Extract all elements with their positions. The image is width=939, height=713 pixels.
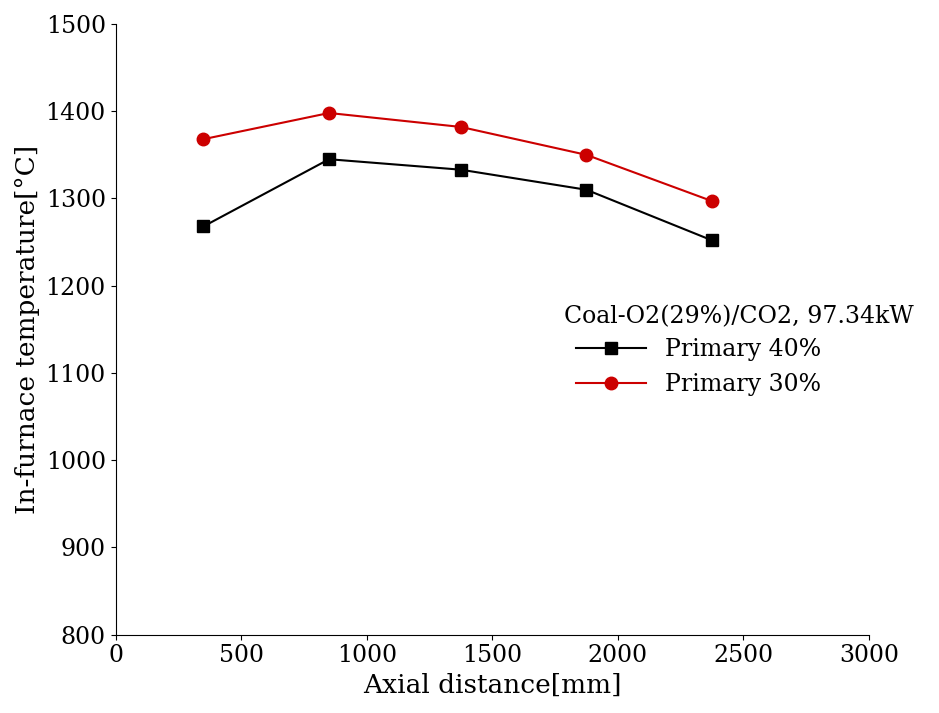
Primary 30%: [581, 150, 593, 159]
Primary 30%: [198, 135, 209, 143]
Primary 30%: [455, 123, 467, 131]
Primary 40%: [323, 155, 334, 163]
Primary 40%: [455, 165, 467, 174]
Legend: Primary 40%, Primary 30%: Primary 40%, Primary 30%: [576, 338, 822, 396]
Text: Coal-O2(29%)/CO2, 97.34kW: Coal-O2(29%)/CO2, 97.34kW: [563, 305, 914, 328]
Line: Primary 30%: Primary 30%: [197, 107, 718, 207]
Primary 40%: [198, 222, 209, 231]
Primary 40%: [581, 185, 593, 194]
Primary 30%: [706, 197, 717, 205]
Line: Primary 40%: Primary 40%: [198, 154, 717, 246]
Primary 40%: [706, 236, 717, 245]
Primary 30%: [323, 108, 334, 117]
X-axis label: Axial distance[mm]: Axial distance[mm]: [363, 673, 622, 698]
Y-axis label: In-furnace temperature[°C]: In-furnace temperature[°C]: [15, 145, 40, 514]
